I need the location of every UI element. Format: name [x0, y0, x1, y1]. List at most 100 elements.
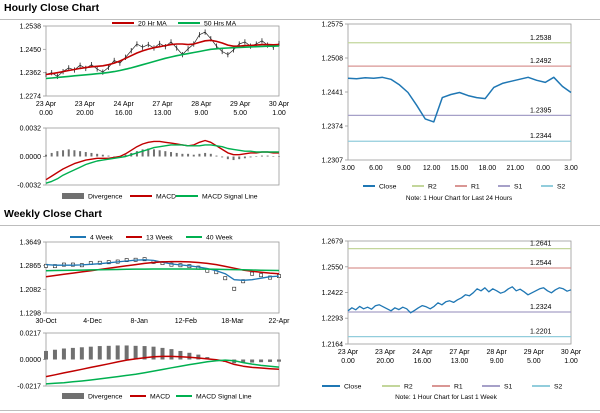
weekly-divergence-bar: [79, 347, 84, 360]
hourly-price-x-tick-label: 13.00: [154, 110, 172, 117]
hourly-divergence-bar: [141, 149, 144, 157]
hourly-signal-line: [45, 144, 279, 184]
weekly-close-x-tick-label: 1.00: [564, 358, 578, 365]
hourly-price-line: [45, 31, 280, 77]
hourly-divergence-bar: [56, 151, 59, 157]
weekly-macd-y-tick-label: 0.0000: [20, 357, 42, 364]
weekly-close-y-tick-label: 1.2164: [322, 342, 344, 349]
weekly-close-legend-r1-label: R1: [454, 384, 463, 391]
weekly-close-line: [347, 286, 572, 314]
weekly-close-x-tick-label: 13.00: [451, 358, 469, 365]
weekly-divergence-bar: [61, 348, 66, 360]
weekly-divergence-bar: [169, 349, 174, 360]
hourly-divergence-bar: [135, 151, 138, 157]
weekly-close-x-tick-label: 29 Apr: [524, 349, 545, 356]
hourly-close-y-tick-label: 1.2508: [322, 56, 344, 63]
weekly-divergence-bar: [44, 350, 48, 360]
hourly-macd-y-tick-label: 0.0000: [20, 154, 42, 161]
hourly-price-x-tick-label: 27 Apr: [152, 101, 173, 108]
hourly-divergence-bar: [204, 152, 207, 157]
hourly-divergence-bar: [249, 156, 252, 158]
weekly-divergence-bar: [196, 354, 201, 360]
hourly-close-note: Note: 1 Hour Chart for Last 24 Hours: [406, 195, 513, 202]
hourly-price-y-tick-label: 1.2362: [20, 70, 42, 77]
hourly-price-x-tick-label: 9.00: [195, 110, 209, 117]
hourly-divergence-bar: [266, 155, 269, 157]
hourly-divergence-bar: [73, 150, 76, 157]
hourly-price-frame: [45, 25, 280, 97]
weekly-price-x-tick-label: 4-Dec: [83, 318, 102, 325]
hourly-legend-divergence-label: Divergence: [88, 194, 123, 201]
weekly-price-box: [250, 271, 255, 276]
hourly-close-legend-close-label: Close: [379, 184, 397, 191]
weekly-price-y-tick-label: 1.1298: [20, 311, 42, 318]
weekly-price-frame: [45, 241, 280, 314]
section-divider-middle: [0, 225, 600, 226]
hourly-price-x-tick-label: 5.00: [233, 110, 247, 117]
hourly-divergence-bar: [62, 150, 65, 157]
weekly-legend-divergence-swatch: [62, 393, 84, 399]
weekly-close-y-tick-label: 1.2550: [322, 264, 344, 271]
hourly-close-y-tick-label: 1.2441: [322, 90, 344, 97]
hourly-close-legend-r2-label: R2: [428, 184, 437, 191]
hourly-close-x-tick-label: 12.00: [423, 165, 441, 172]
hourly-price-x-tick-label: 28 Apr: [191, 101, 212, 108]
hourly-price-x-tick-label: 23 Apr: [75, 101, 96, 108]
hourly-divergence-bar: [215, 155, 218, 157]
weekly-close-x-tick-label: 28 Apr: [487, 349, 508, 356]
weekly-40wk-line: [45, 268, 280, 272]
hourly-legend-signal-label: MACD Signal Line: [202, 194, 258, 201]
weekly-price-box: [223, 276, 228, 281]
hourly-divergence-bar: [158, 150, 161, 157]
weekly-legend-macd-label: MACD: [150, 394, 170, 401]
weekly-close-y-tick-label: 1.2293: [322, 316, 344, 323]
hourly-divergence-bar: [187, 153, 190, 157]
weekly-close-x-tick-label: 20.00: [376, 358, 394, 365]
hourly-divergence-bar: [238, 156, 241, 160]
weekly-divergence-bar: [52, 349, 57, 360]
weekly-divergence-bar: [160, 347, 165, 360]
hourly-price-x-tick-label: 23 Apr: [36, 101, 57, 108]
weekly-price-box: [259, 273, 263, 278]
hourly-close-legend-r1-label: R1: [471, 184, 480, 191]
weekly-level-s1-label: 1.2324: [530, 304, 552, 311]
weekly-divergence-bar: [268, 359, 273, 362]
hourly-divergence-bar: [181, 153, 184, 157]
weekly-legend-40wk-label: 40 Week: [206, 235, 233, 242]
weekly-close-x-tick-label: 27 Apr: [449, 349, 470, 356]
hourly-divergence-bar: [45, 154, 47, 157]
weekly-signal-line: [45, 359, 280, 385]
hourly-macd-y-tick-label: -0.0032: [17, 183, 41, 190]
weekly-level-r1-label: 1.2544: [530, 260, 552, 267]
weekly-divergence-bar: [277, 359, 281, 362]
hourly-price-x-tick-label: 29 Apr: [230, 101, 251, 108]
hourly-close-legend-s2-label: S2: [557, 184, 566, 191]
weekly-legend-13wk-label: 13 Week: [146, 235, 173, 242]
weekly-divergence-bar: [142, 346, 147, 360]
hourly-divergence-bar: [170, 152, 173, 157]
hourly-legend-ma50-label: 50 Hrs MA: [204, 21, 237, 28]
weekly-close-legend-s2-label: S2: [554, 384, 563, 391]
hourly-divergence-bar: [107, 155, 110, 157]
hourly-section-title: Hourly Close Chart: [4, 2, 100, 14]
weekly-price-x-tick-label: 30-Oct: [35, 318, 56, 325]
hourly-divergence-bar: [175, 152, 178, 157]
weekly-close-x-tick-label: 0.00: [341, 358, 355, 365]
hourly-price-x-tick-label: 24 Apr: [114, 101, 135, 108]
weekly-price-x-tick-label: 18-Mar: [221, 318, 244, 325]
weekly-price-y-tick-label: 1.2082: [20, 287, 42, 294]
hourly-divergence-bar: [147, 148, 150, 157]
hourly-divergence-bar: [101, 154, 104, 157]
hourly-divergence-bar: [164, 151, 167, 157]
hourly-legend-divergence-swatch: [62, 193, 84, 199]
hourly-price-y-tick-label: 1.2538: [20, 24, 42, 31]
hourly-divergence-bar: [226, 156, 229, 160]
weekly-macd-y-tick-label: 0.0217: [20, 331, 42, 338]
weekly-divergence-bar: [151, 346, 156, 360]
hourly-ma50-line: [45, 45, 280, 80]
weekly-close-x-tick-label: 5.00: [527, 358, 541, 365]
weekly-close-x-tick-label: 24 Apr: [412, 349, 433, 356]
weekly-divergence-bar: [259, 359, 264, 363]
hourly-divergence-bar: [67, 149, 70, 157]
